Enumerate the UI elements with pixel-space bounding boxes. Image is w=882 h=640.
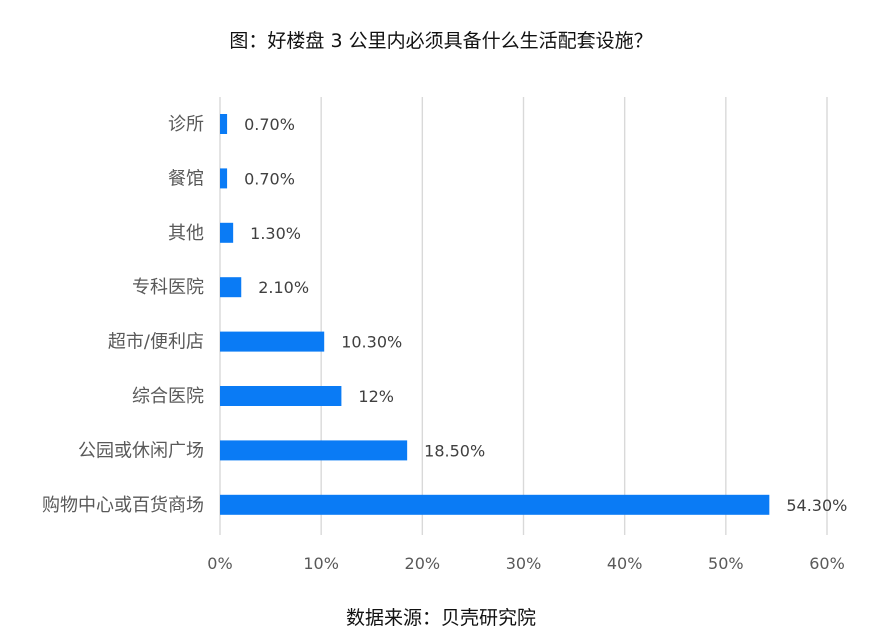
category-label: 购物中心或百货商场 bbox=[42, 495, 204, 516]
data-label: 18.50% bbox=[424, 441, 485, 460]
x-tick-label: 30% bbox=[506, 554, 542, 573]
bars bbox=[220, 114, 770, 515]
x-tick-label: 10% bbox=[303, 554, 339, 573]
value-labels: 0.70% 0.70% 1.30% 2.10% 10.30% 12% 18.50% 54.30… bbox=[244, 115, 847, 515]
bar bbox=[220, 114, 228, 134]
category-label: 专科医院 bbox=[132, 277, 204, 298]
bar bbox=[220, 277, 242, 298]
x-axis-ticks: 0% 10% 20% 30% 40% 50% 60% bbox=[207, 554, 844, 573]
bar bbox=[220, 386, 342, 406]
data-label: 10.30% bbox=[341, 333, 402, 352]
data-label: 0.70% bbox=[244, 115, 295, 134]
x-tick-label: 20% bbox=[405, 554, 441, 573]
bar bbox=[220, 331, 325, 352]
category-label: 公园或休闲广场 bbox=[78, 440, 204, 461]
x-tick-label: 50% bbox=[708, 554, 744, 573]
x-tick-label: 0% bbox=[207, 554, 232, 573]
category-label: 诊所 bbox=[168, 114, 204, 135]
bar bbox=[220, 168, 228, 189]
bar bbox=[220, 222, 234, 243]
grid-lines bbox=[219, 97, 828, 535]
data-label: 54.30% bbox=[786, 496, 847, 515]
chart-source: 数据来源：贝壳研究院 bbox=[345, 607, 536, 629]
chart-title: 图：好楼盘 3 公里内必须具备什么生活配套设施？ bbox=[229, 30, 653, 52]
bar bbox=[220, 440, 408, 461]
category-label: 餐馆 bbox=[168, 168, 204, 189]
data-label: 12% bbox=[358, 387, 394, 406]
category-label: 综合医院 bbox=[132, 386, 204, 407]
category-label: 其他 bbox=[168, 223, 204, 244]
data-label: 0.70% bbox=[244, 169, 295, 188]
data-label: 2.10% bbox=[258, 278, 309, 297]
category-label: 超市/便利店 bbox=[108, 332, 204, 353]
x-tick-label: 40% bbox=[607, 554, 643, 573]
bar bbox=[220, 494, 770, 515]
data-label: 1.30% bbox=[250, 224, 301, 243]
x-tick-label: 60% bbox=[809, 554, 845, 573]
